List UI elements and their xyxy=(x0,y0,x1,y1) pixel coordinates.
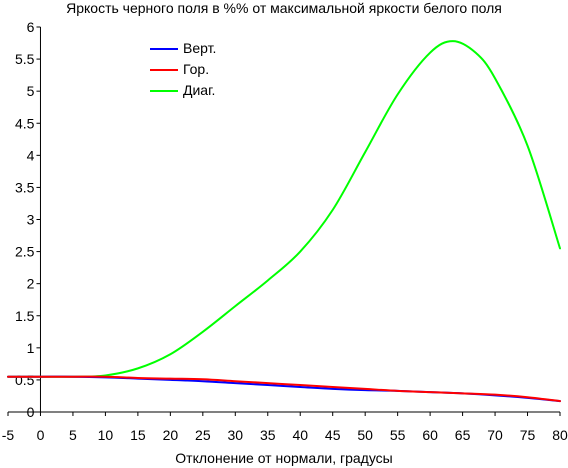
x-tick-label: 0 xyxy=(37,427,45,443)
x-tick-label: 75 xyxy=(520,427,536,443)
series-line-3 xyxy=(7,40,561,378)
y-tick-label: 0.5 xyxy=(15,372,35,388)
x-tick-label: 70 xyxy=(487,427,503,443)
legend-swatch xyxy=(150,90,178,92)
x-tick-label: 25 xyxy=(195,427,211,443)
x-tick-label: 65 xyxy=(455,427,471,443)
chart-title: Яркость черного поля в %% от максимально… xyxy=(66,0,502,16)
legend-label: Диаг. xyxy=(183,82,216,98)
y-tick-label: 5 xyxy=(27,83,35,99)
x-tick-label: 35 xyxy=(260,427,276,443)
y-tick-label: 4 xyxy=(27,147,35,163)
y-tick-label: 6 xyxy=(27,19,35,35)
x-tick-label: 10 xyxy=(98,427,114,443)
x-tick-label: 40 xyxy=(292,427,308,443)
x-tick-label: 20 xyxy=(163,427,179,443)
x-tick-label: 55 xyxy=(390,427,406,443)
x-tick-label: 50 xyxy=(357,427,373,443)
y-tick-label: 1 xyxy=(27,340,35,356)
y-tick-label: 5.5 xyxy=(15,51,35,67)
x-tick-label: 60 xyxy=(422,427,438,443)
y-tick-label: 2 xyxy=(27,276,35,292)
series-line-2 xyxy=(7,375,561,403)
x-tick-label: 5 xyxy=(69,427,77,443)
x-tick-label: -5 xyxy=(2,427,15,443)
x-axis-label: Отклонение от нормали, градусы xyxy=(175,450,393,466)
x-tick-label: 45 xyxy=(325,427,341,443)
x-tick-label: 80 xyxy=(552,427,568,443)
y-tick-label: 1.5 xyxy=(15,308,35,324)
y-tick-label: 3 xyxy=(27,212,35,228)
y-tick-label: 4.5 xyxy=(15,115,35,131)
legend-label: Гор. xyxy=(183,61,210,77)
series-line-1 xyxy=(7,375,561,403)
y-tick-label: 2.5 xyxy=(15,244,35,260)
y-tick-label: 3.5 xyxy=(15,179,35,195)
x-tick-label: 15 xyxy=(130,427,146,443)
y-tick-label: 0 xyxy=(27,404,35,420)
legend-swatch xyxy=(150,69,178,71)
legend-label: Верт. xyxy=(183,40,217,56)
x-tick-label: 30 xyxy=(228,427,244,443)
legend-swatch xyxy=(150,48,178,50)
